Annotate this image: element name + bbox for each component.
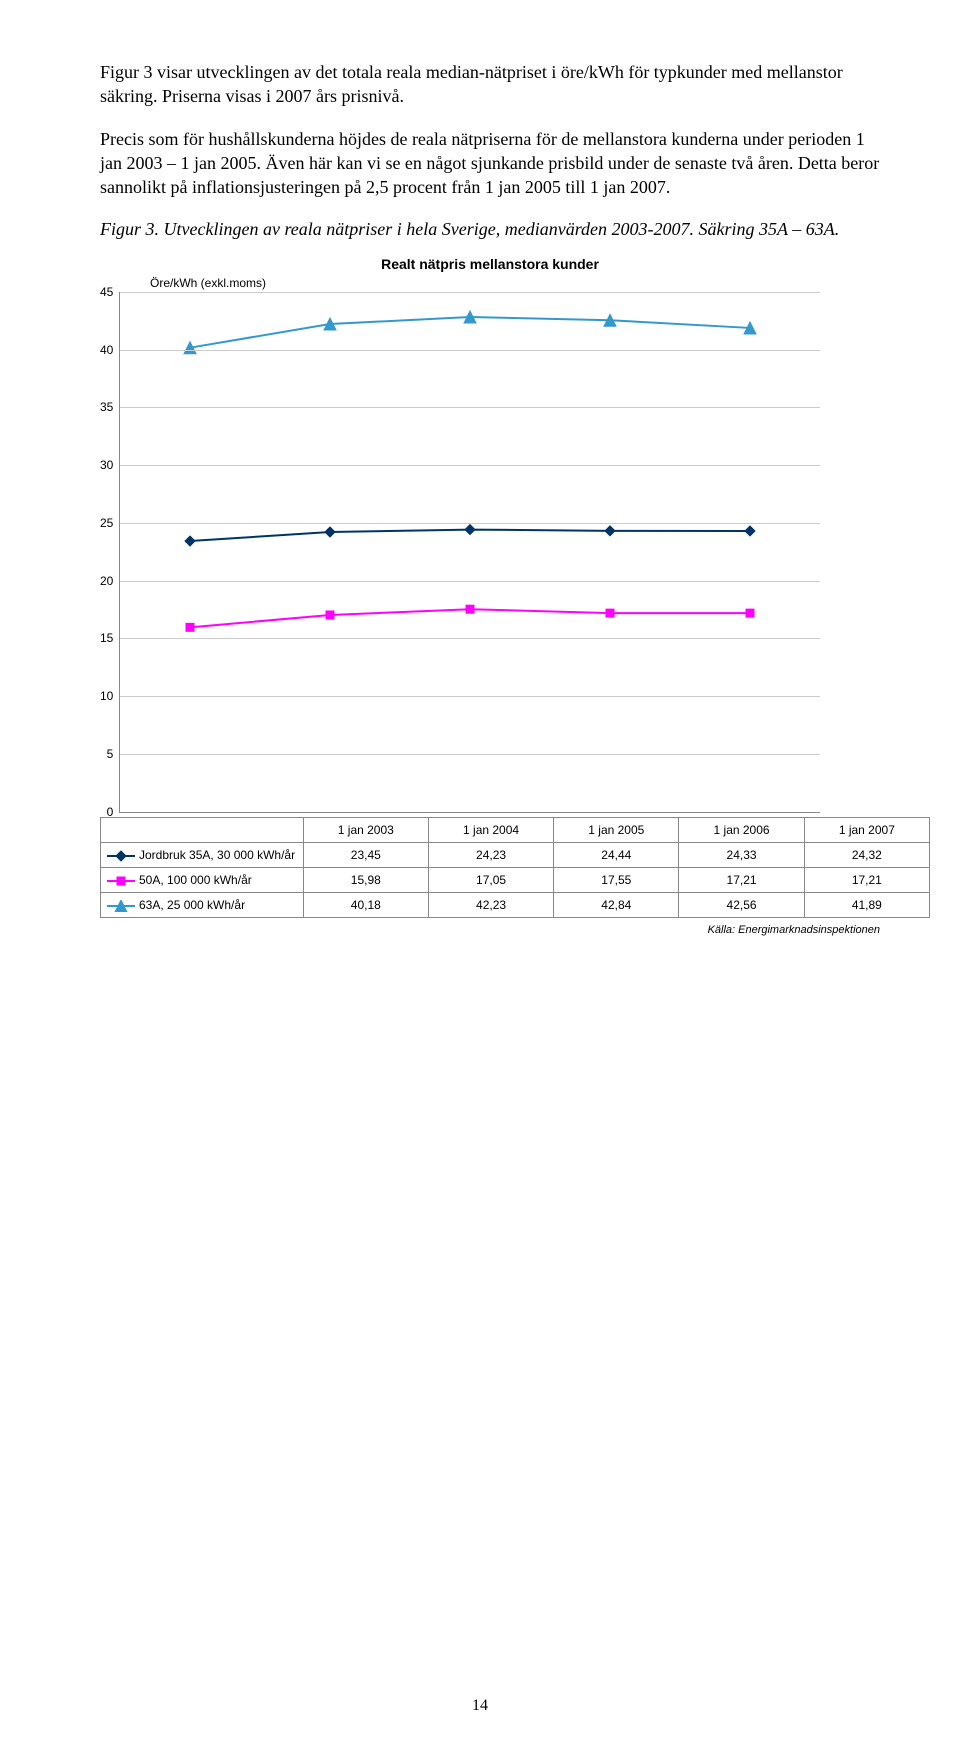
series-marker xyxy=(605,526,615,536)
gridline xyxy=(120,581,820,582)
figure-caption: Figur 3. Utvecklingen av reala nätpriser… xyxy=(100,217,880,241)
table-cell: 23,45 xyxy=(303,842,428,867)
table-column-header: 1 jan 2007 xyxy=(804,817,929,842)
table-cell: 40,18 xyxy=(303,892,428,917)
chart-title: Realt nätpris mellanstora kunder xyxy=(100,256,880,272)
table-column-header: 1 jan 2005 xyxy=(554,817,679,842)
gridline xyxy=(120,523,820,524)
series-marker xyxy=(465,524,475,534)
table-column-header: 1 jan 2004 xyxy=(428,817,553,842)
plot-wrap: 454035302520151050 xyxy=(100,292,880,813)
table-cell: 24,23 xyxy=(428,842,553,867)
gridline xyxy=(120,465,820,466)
series-marker xyxy=(326,611,334,619)
table-row: 63A, 25 000 kWh/år 40,1842,2342,8442,5641… xyxy=(101,892,930,917)
table-cell: 24,32 xyxy=(804,842,929,867)
table-row: Jordbruk 35A, 30 000 kWh/år23,4524,2324,… xyxy=(101,842,930,867)
plot-area xyxy=(119,292,820,813)
table-column-header: 1 jan 2006 xyxy=(679,817,804,842)
series-name: Jordbruk 35A, 30 000 kWh/år xyxy=(139,848,295,862)
gridline xyxy=(120,350,820,351)
page-number: 14 xyxy=(0,1697,960,1715)
table-cell: 24,44 xyxy=(554,842,679,867)
plot-svg xyxy=(120,292,820,812)
series-name: 50A, 100 000 kWh/år xyxy=(139,873,252,887)
series-marker xyxy=(745,526,755,536)
table-corner-cell xyxy=(101,817,304,842)
series-marker xyxy=(186,623,194,631)
y-axis-label: Öre/kWh (exkl.moms) xyxy=(150,276,880,290)
gridline xyxy=(120,407,820,408)
series-marker xyxy=(606,609,614,617)
series-marker xyxy=(325,527,335,537)
series-marker xyxy=(185,536,195,546)
chart-source: Källa: Energimarknadsinspektionen xyxy=(100,924,880,936)
paragraph-1: Figur 3 visar utvecklingen av det totala… xyxy=(100,60,880,109)
table-cell: 41,89 xyxy=(804,892,929,917)
series-marker xyxy=(466,605,474,613)
chart-container: Realt nätpris mellanstora kunder Öre/kWh… xyxy=(100,256,880,936)
gridline xyxy=(120,292,820,293)
table-column-header: 1 jan 2003 xyxy=(303,817,428,842)
table-cell: 15,98 xyxy=(303,867,428,892)
series-label-cell: Jordbruk 35A, 30 000 kWh/år xyxy=(101,842,304,867)
table-cell: 24,33 xyxy=(679,842,804,867)
table-cell: 17,21 xyxy=(679,867,804,892)
series-name: 63A, 25 000 kWh/år xyxy=(139,898,245,912)
series-label-cell: 50A, 100 000 kWh/år xyxy=(101,867,304,892)
gridline xyxy=(120,754,820,755)
gridline xyxy=(120,638,820,639)
table-row: 50A, 100 000 kWh/år15,9817,0517,5517,211… xyxy=(101,867,930,892)
table-cell: 17,21 xyxy=(804,867,929,892)
table-cell: 42,56 xyxy=(679,892,804,917)
gridline xyxy=(120,696,820,697)
series-label-cell: 63A, 25 000 kWh/år xyxy=(101,892,304,917)
y-tick-labels: 454035302520151050 xyxy=(100,292,119,812)
paragraph-2: Precis som för hushållskunderna höjdes d… xyxy=(100,127,880,200)
table-header-row: 1 jan 20031 jan 20041 jan 20051 jan 2006… xyxy=(101,817,930,842)
table-cell: 17,05 xyxy=(428,867,553,892)
table-cell: 42,84 xyxy=(554,892,679,917)
series-marker xyxy=(746,609,754,617)
table-cell: 42,23 xyxy=(428,892,553,917)
chart-data-table: 1 jan 20031 jan 20041 jan 20051 jan 2006… xyxy=(100,817,930,918)
table-cell: 17,55 xyxy=(554,867,679,892)
